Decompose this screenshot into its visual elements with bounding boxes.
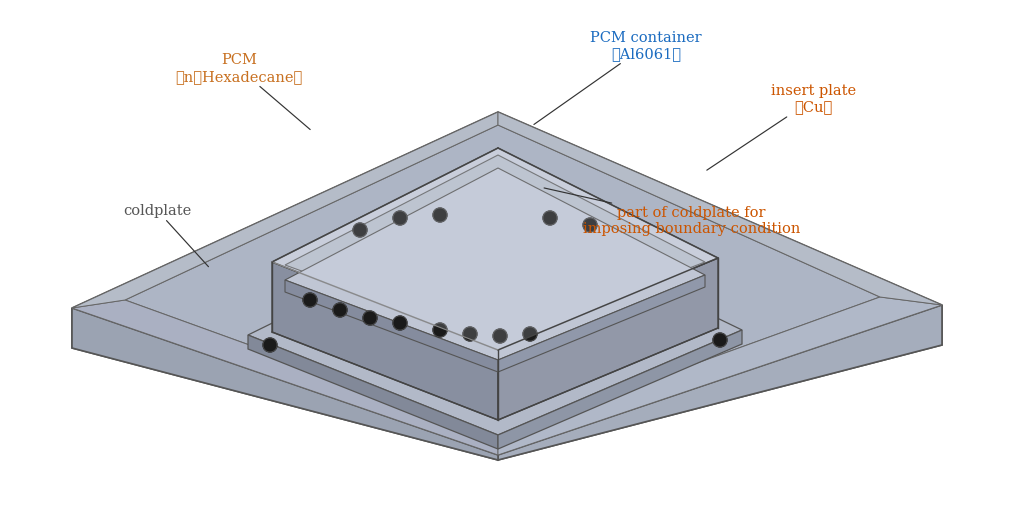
- Polygon shape: [248, 212, 742, 435]
- Polygon shape: [248, 335, 498, 449]
- Polygon shape: [285, 168, 705, 360]
- Circle shape: [543, 211, 557, 225]
- Text: PCM container
（Al6061）: PCM container （Al6061）: [534, 30, 702, 124]
- Polygon shape: [498, 305, 942, 460]
- Polygon shape: [498, 297, 942, 455]
- Circle shape: [523, 327, 537, 341]
- Polygon shape: [285, 155, 705, 342]
- Polygon shape: [72, 308, 498, 460]
- Text: coldplate: coldplate: [123, 204, 208, 267]
- Circle shape: [463, 327, 477, 341]
- Polygon shape: [498, 275, 705, 372]
- Polygon shape: [272, 148, 718, 350]
- Circle shape: [393, 316, 407, 330]
- Circle shape: [303, 293, 317, 307]
- Circle shape: [713, 333, 727, 347]
- Polygon shape: [498, 305, 942, 460]
- Polygon shape: [72, 308, 498, 460]
- Polygon shape: [272, 262, 498, 420]
- Polygon shape: [125, 125, 880, 435]
- Polygon shape: [272, 148, 718, 350]
- Polygon shape: [498, 258, 718, 420]
- Polygon shape: [72, 112, 498, 308]
- Text: insert plate
（Cu）: insert plate （Cu）: [707, 84, 856, 170]
- Circle shape: [493, 329, 507, 343]
- Circle shape: [393, 211, 407, 225]
- Circle shape: [333, 303, 347, 317]
- Polygon shape: [498, 112, 942, 305]
- Polygon shape: [72, 300, 498, 455]
- Circle shape: [363, 311, 377, 325]
- Circle shape: [353, 223, 367, 237]
- Circle shape: [433, 323, 447, 337]
- Polygon shape: [285, 280, 498, 372]
- Text: PCM
（n－Hexadecane）: PCM （n－Hexadecane）: [175, 53, 310, 130]
- Circle shape: [263, 338, 277, 352]
- Circle shape: [433, 208, 447, 222]
- Polygon shape: [498, 330, 742, 449]
- Polygon shape: [72, 112, 942, 455]
- Text: part of coldplate for
imposing boundary condition: part of coldplate for imposing boundary …: [544, 188, 800, 236]
- Circle shape: [583, 218, 597, 232]
